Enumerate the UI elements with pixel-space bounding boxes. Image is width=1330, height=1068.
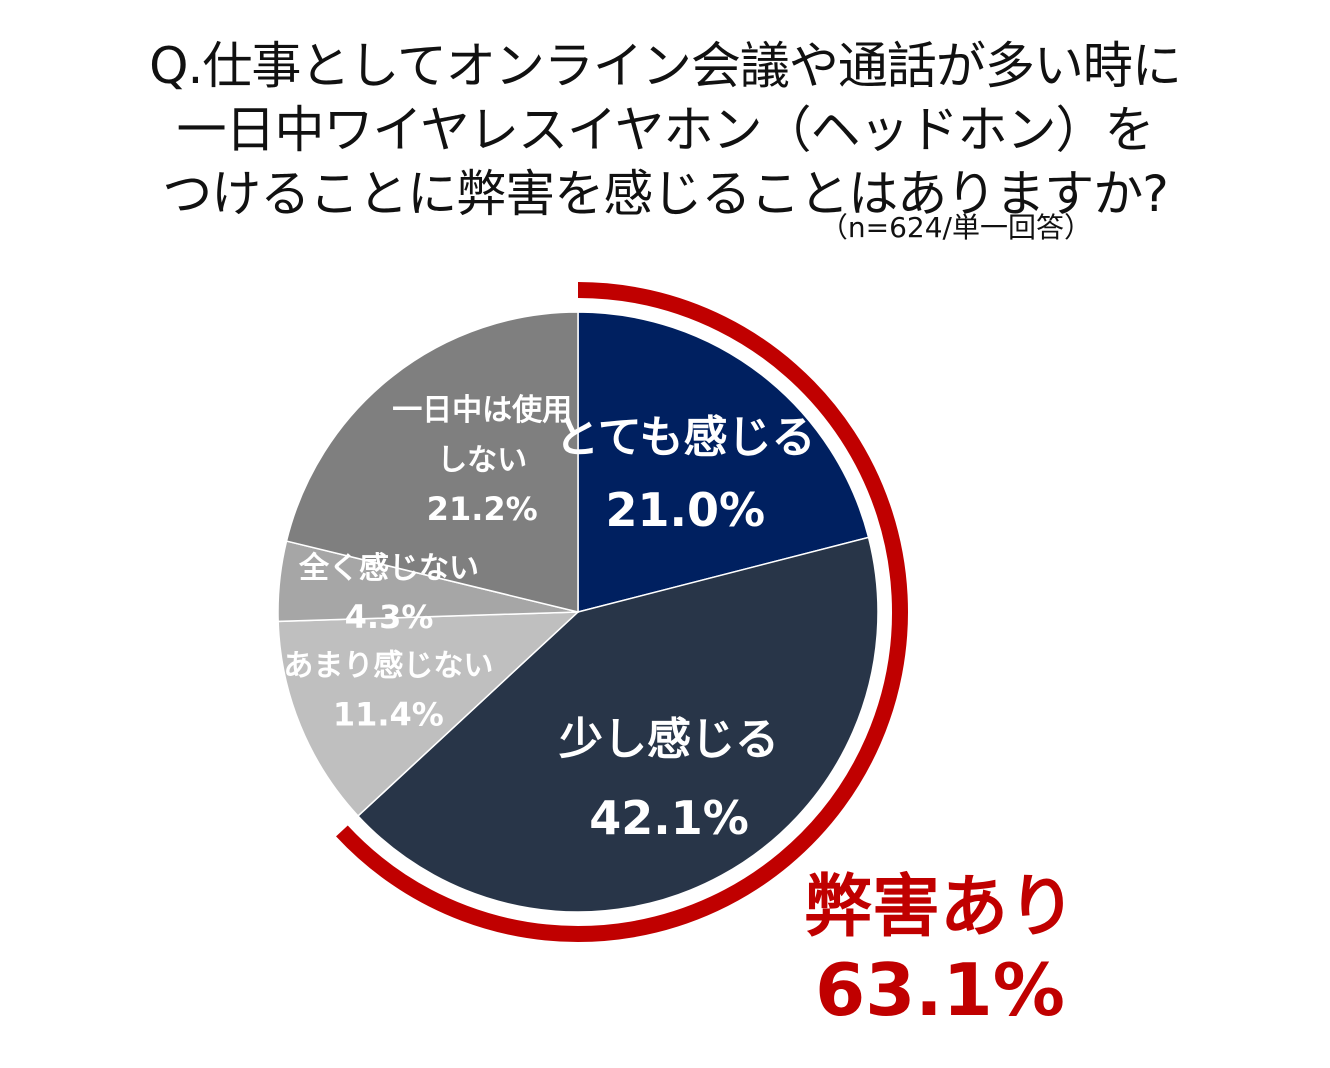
callout-label: 弊害あり <box>804 868 1076 947</box>
callout-value: 63.1% <box>815 948 1065 1032</box>
title-line-1: Q.仕事としてオンライン会議や通話が多い時に <box>149 37 1182 95</box>
title-line-3: つけることに弊害を感じることはありますか? <box>162 165 1169 223</box>
slice-label-とても感じる: とても感じる <box>555 412 815 463</box>
slice-value-あまり感じない: 11.4% <box>333 695 444 733</box>
slice-value-一日中は使用しない: 21.2% <box>427 490 538 528</box>
slice-value-全く感じない: 4.3% <box>345 598 434 636</box>
pie-slice-一日中は使用しない <box>285 311 579 613</box>
slice-label-一日中は使用しない-line-1: 一日中は使用 <box>392 393 572 428</box>
slice-label-あまり感じない: あまり感じない <box>283 648 493 683</box>
pie-slice-あまり感じない <box>277 611 580 818</box>
slice-labels: とても感じる 21.0% 少し感じる 42.1% あまり感じない 11.4% 全く感じない 4… <box>283 393 815 845</box>
slice-label-一日中は使用しない-line-2: しない <box>437 443 527 478</box>
pie-slices <box>277 311 879 913</box>
title-line-2: 一日中ワイヤレスイヤホン（ヘッドホン）を <box>176 101 1155 159</box>
chart-title: Q.仕事としてオンライン会議や通話が多い時に 一日中ワイヤレスイヤホン（ヘッドホ… <box>0 34 1330 226</box>
sample-size-note: （n=624/単一回答） <box>819 211 1092 244</box>
pie-slice-少し感じる <box>356 536 879 913</box>
pie-slice-とても感じる <box>577 311 870 613</box>
slice-label-少し感じる: 少し感じる <box>559 714 779 765</box>
slice-value-少し感じる: 42.1% <box>589 791 749 845</box>
callout-arc <box>336 282 908 942</box>
slice-label-全く感じない: 全く感じない <box>298 551 479 586</box>
slice-value-とても感じる: 21.0% <box>605 483 765 537</box>
